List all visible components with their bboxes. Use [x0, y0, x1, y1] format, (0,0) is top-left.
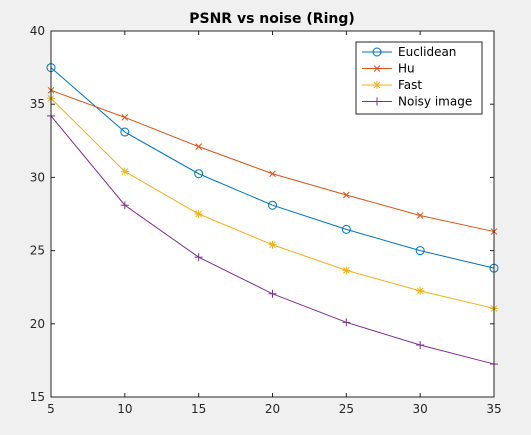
data-point-noisy-image — [120, 201, 129, 210]
x-tick-label: 10 — [117, 402, 132, 416]
data-point-fast — [268, 240, 277, 249]
data-point-euclidean — [341, 224, 351, 234]
data-point-fast — [342, 266, 351, 275]
legend-item-hu[interactable]: Hu — [362, 62, 415, 76]
y-tick-label: 15 — [30, 390, 45, 404]
data-point-hu — [342, 191, 350, 199]
legend-marker-euclidean — [372, 47, 382, 57]
x-tick-label: 5 — [47, 402, 55, 416]
x-tick-label: 25 — [339, 402, 354, 416]
legend-marker-hu — [373, 65, 381, 72]
legend-marker-fast — [373, 81, 381, 89]
data-point-euclidean — [268, 200, 277, 210]
data-point-euclidean — [194, 169, 204, 179]
series-fast — [47, 94, 498, 313]
data-point-fast — [416, 286, 425, 295]
legend-box — [355, 41, 483, 115]
data-point-hu — [195, 143, 203, 151]
data-point-euclidean — [120, 127, 130, 137]
legend[interactable]: Euclidean Hu Fast Noisy image — [355, 41, 483, 115]
data-point-euclidean — [415, 246, 425, 256]
legend-marker-noisy-image — [373, 97, 381, 106]
data-point-noisy-image — [416, 341, 425, 350]
x-tick-label: 20 — [265, 402, 280, 416]
y-tick-label: 35 — [30, 97, 45, 111]
data-point-noisy-image — [342, 318, 351, 327]
data-point-noisy-image — [194, 253, 203, 262]
y-tick-label: 40 — [30, 24, 45, 38]
x-tick-label: 30 — [413, 402, 428, 416]
x-tick-label: 35 — [486, 402, 501, 416]
series-line-euclidean — [50, 67, 495, 269]
series-hu — [47, 86, 498, 235]
data-point-hu — [269, 170, 276, 178]
legend-item-noisy-image[interactable]: Noisy image — [362, 95, 472, 109]
data-point-hu — [416, 212, 424, 219]
data-point-hu — [121, 114, 129, 121]
legend-label-noisy-image: Noisy image — [398, 95, 472, 109]
y-tick-label: 30 — [30, 170, 45, 184]
chart-title: PSNR vs noise (Ring) — [189, 11, 355, 27]
legend-label-fast: Fast — [398, 78, 422, 92]
data-point-fast — [194, 210, 203, 218]
series-layer — [46, 63, 499, 369]
y-tick-label: 20 — [30, 317, 45, 331]
x-tick-label: 15 — [191, 402, 206, 416]
legend-label-euclidean: Euclidean — [398, 45, 456, 59]
legend-label-hu: Hu — [398, 62, 415, 76]
data-point-noisy-image — [268, 289, 277, 298]
legend-item-euclidean[interactable]: Euclidean — [362, 45, 456, 59]
data-point-fast — [120, 167, 129, 176]
tick-layer: 5 10 15 20 25 30 35 15 20 25 30 35 40 — [30, 24, 502, 416]
y-tick-label: 25 — [30, 244, 45, 258]
legend-item-fast[interactable]: Fast — [362, 78, 422, 92]
